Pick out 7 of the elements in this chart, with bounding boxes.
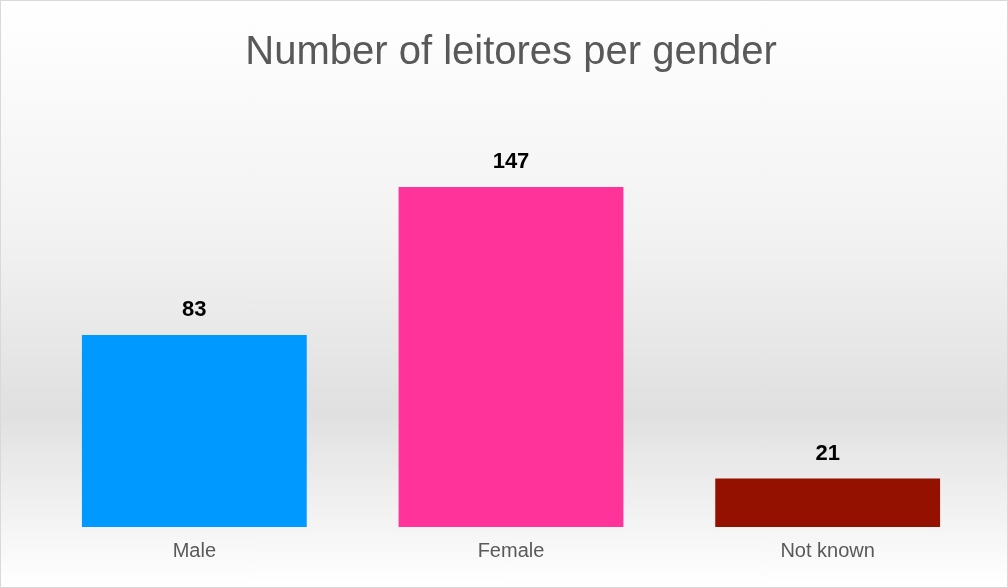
data-label: 83 bbox=[182, 296, 207, 322]
data-label: 147 bbox=[492, 148, 530, 174]
chart-title: Number of leitores per gender bbox=[245, 28, 777, 73]
x-tick-label: Not known bbox=[780, 538, 875, 561]
x-tick-label: Male bbox=[172, 538, 217, 561]
x-tick-label: Female bbox=[477, 538, 545, 561]
data-label: 21 bbox=[815, 439, 840, 465]
